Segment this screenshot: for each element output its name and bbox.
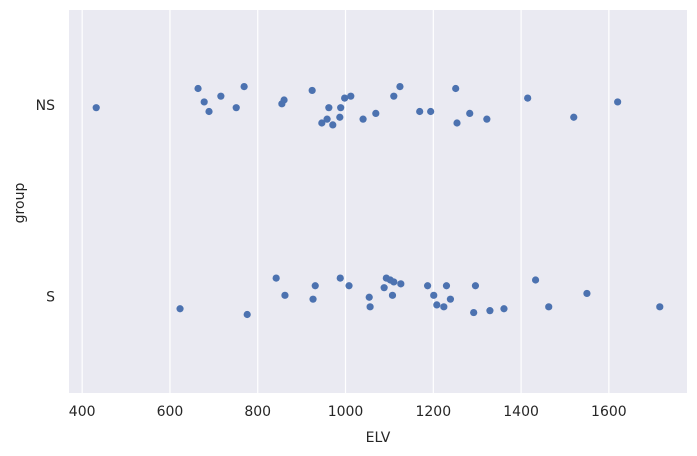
point bbox=[440, 303, 448, 311]
point bbox=[453, 119, 461, 127]
point bbox=[359, 115, 367, 123]
point bbox=[470, 308, 478, 317]
x-tick-label: 1400 bbox=[503, 404, 539, 420]
point bbox=[416, 107, 424, 116]
point bbox=[281, 291, 289, 299]
point bbox=[176, 305, 184, 313]
point bbox=[466, 109, 474, 118]
point bbox=[430, 291, 438, 299]
point bbox=[380, 284, 388, 292]
point bbox=[390, 278, 398, 286]
point bbox=[243, 310, 251, 319]
point bbox=[390, 92, 398, 100]
x-tick-label: 800 bbox=[244, 404, 271, 420]
point bbox=[341, 94, 349, 102]
point bbox=[427, 107, 435, 116]
point bbox=[345, 282, 353, 290]
point bbox=[570, 113, 578, 121]
point bbox=[272, 274, 280, 282]
y-tick-label: S bbox=[46, 289, 55, 305]
point bbox=[366, 303, 374, 311]
point bbox=[365, 293, 373, 301]
point bbox=[433, 301, 441, 309]
point bbox=[372, 109, 380, 118]
point bbox=[200, 98, 208, 106]
point bbox=[347, 92, 355, 100]
point bbox=[483, 115, 491, 123]
point bbox=[336, 274, 344, 282]
y-axis-label: group bbox=[12, 183, 28, 224]
point bbox=[309, 295, 317, 303]
point bbox=[524, 94, 532, 102]
point bbox=[614, 98, 622, 106]
x-tick-label: 1600 bbox=[591, 404, 627, 420]
point bbox=[318, 119, 326, 127]
point bbox=[397, 280, 405, 288]
point bbox=[500, 305, 508, 313]
point bbox=[486, 307, 494, 315]
point bbox=[656, 303, 664, 311]
point bbox=[545, 303, 553, 311]
x-tick-label: 1000 bbox=[328, 404, 364, 420]
plot-area bbox=[69, 10, 687, 393]
point bbox=[232, 104, 240, 112]
point bbox=[311, 282, 319, 290]
x-tick-label: 1200 bbox=[415, 404, 451, 420]
point bbox=[336, 113, 344, 121]
point bbox=[240, 83, 248, 91]
point bbox=[337, 104, 345, 112]
point bbox=[329, 121, 337, 129]
point bbox=[452, 84, 460, 93]
point bbox=[194, 84, 202, 93]
point bbox=[423, 282, 432, 290]
point bbox=[205, 107, 213, 116]
x-tick-label: 600 bbox=[157, 404, 184, 420]
y-tick-label: NS bbox=[36, 98, 55, 114]
point bbox=[583, 289, 591, 298]
point bbox=[92, 104, 100, 112]
point bbox=[446, 295, 455, 303]
point bbox=[388, 291, 397, 299]
point bbox=[442, 282, 451, 290]
point bbox=[308, 86, 316, 95]
x-axis-label: ELV bbox=[366, 430, 391, 446]
point bbox=[280, 96, 288, 104]
point bbox=[531, 276, 540, 284]
point bbox=[325, 104, 333, 112]
point bbox=[471, 282, 480, 290]
point bbox=[323, 115, 331, 123]
x-tick-label: 400 bbox=[69, 404, 96, 420]
point bbox=[217, 92, 225, 100]
point bbox=[396, 83, 404, 91]
